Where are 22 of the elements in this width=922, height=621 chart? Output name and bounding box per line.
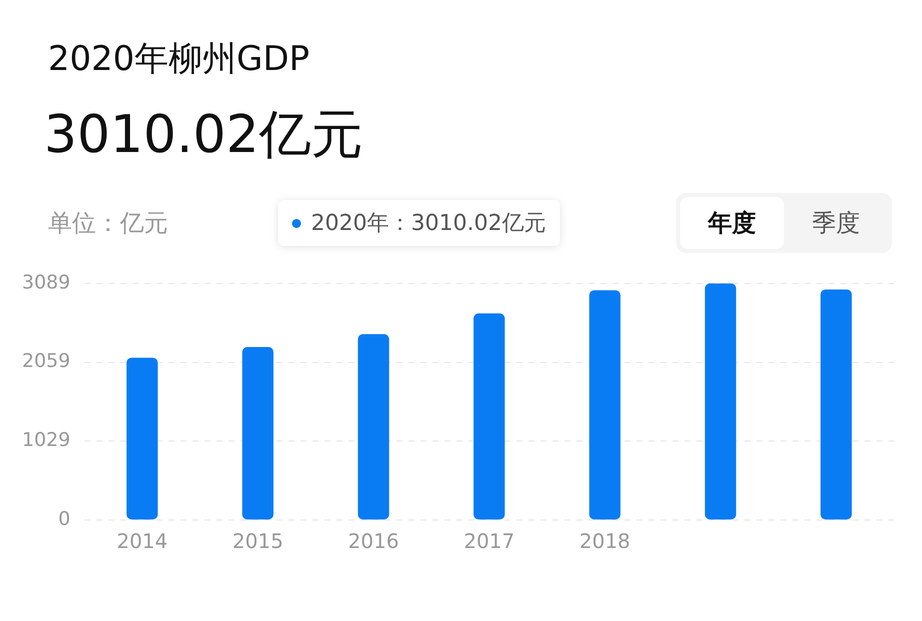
bar xyxy=(474,313,505,520)
chart-subtitle: 3010.02亿元 xyxy=(43,104,364,167)
y-axis-title: 单位：亿元 xyxy=(47,208,169,239)
x-tick-label: 2017 xyxy=(464,529,515,554)
x-tick-label: 2016 xyxy=(348,529,399,554)
text: 年度 xyxy=(680,197,784,249)
text: 季度 xyxy=(811,208,861,239)
bar xyxy=(589,290,620,520)
y-tick-label: 3089 xyxy=(22,271,70,294)
bar xyxy=(358,334,390,520)
x-tick-label: 2018 xyxy=(579,529,630,554)
bar xyxy=(242,346,274,520)
text: 2020年：3010.02亿元 xyxy=(311,210,546,238)
chart-title: 2020年柳州GDP xyxy=(47,38,311,81)
bar xyxy=(126,358,158,520)
x-tick-label: 2015 xyxy=(232,529,284,554)
y-tick-label: 1029 xyxy=(22,429,70,452)
bar xyxy=(704,283,736,520)
y-tick-label: 0 xyxy=(58,508,70,530)
x-tick-label: 2014 xyxy=(116,529,168,554)
bar xyxy=(820,289,852,520)
y-tick-label: 2059 xyxy=(22,350,70,372)
